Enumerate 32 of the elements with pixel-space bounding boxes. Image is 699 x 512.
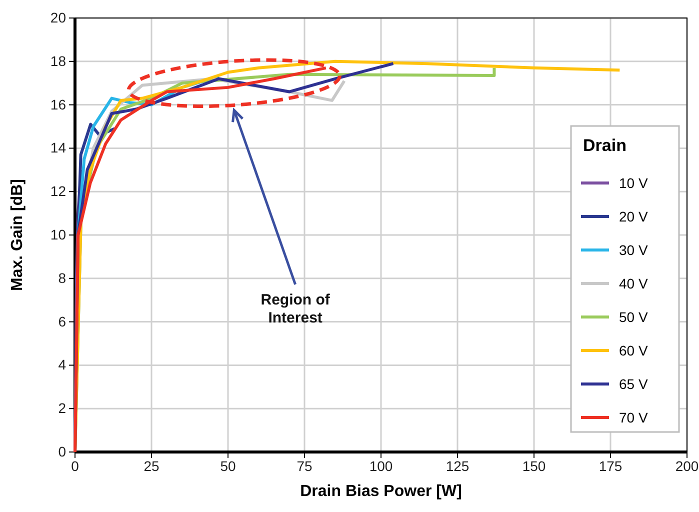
y-tick-label: 16: [50, 96, 66, 112]
y-axis-title: Max. Gain [dB]: [9, 178, 26, 292]
x-tick-label: 75: [296, 458, 312, 474]
y-tick-label: 0: [58, 443, 66, 460]
x-tick-label: 200: [675, 458, 699, 474]
y-tick-label: 20: [50, 9, 66, 26]
annotation: Region of Interest: [260, 291, 331, 326]
legend-label: 10 V: [619, 175, 648, 191]
legend-label: 65 V: [619, 376, 648, 392]
legend-label: 50 V: [619, 309, 648, 325]
legend-title: Drain: [583, 136, 626, 155]
y-tick-label: 14: [50, 140, 66, 156]
legend-label: 70 V: [619, 410, 648, 426]
x-tick-label: 50: [220, 458, 236, 474]
legend-label: 20 V: [619, 208, 648, 224]
y-tick-label: 8: [58, 270, 66, 286]
legend-label: 30 V: [619, 242, 648, 258]
x-tick-label: 125: [446, 458, 470, 474]
x-tick-label: 0: [71, 458, 80, 474]
y-tick-label: 4: [58, 356, 66, 373]
x-tick-label: 150: [522, 458, 546, 474]
y-tick-label: 18: [50, 52, 66, 69]
x-tick-label: 100: [369, 458, 393, 474]
y-tick-label: 12: [50, 183, 66, 200]
x-tick-label: 175: [598, 458, 622, 474]
legend-label: 40 V: [619, 276, 648, 292]
legend-label: 60 V: [619, 342, 648, 358]
y-tick-label: 10: [50, 226, 66, 242]
y-tick-label: 6: [58, 313, 66, 330]
x-axis-title: Drain Bias Power [W]: [300, 483, 462, 500]
x-tick-label: 25: [144, 458, 160, 474]
y-tick-label: 2: [58, 400, 66, 416]
